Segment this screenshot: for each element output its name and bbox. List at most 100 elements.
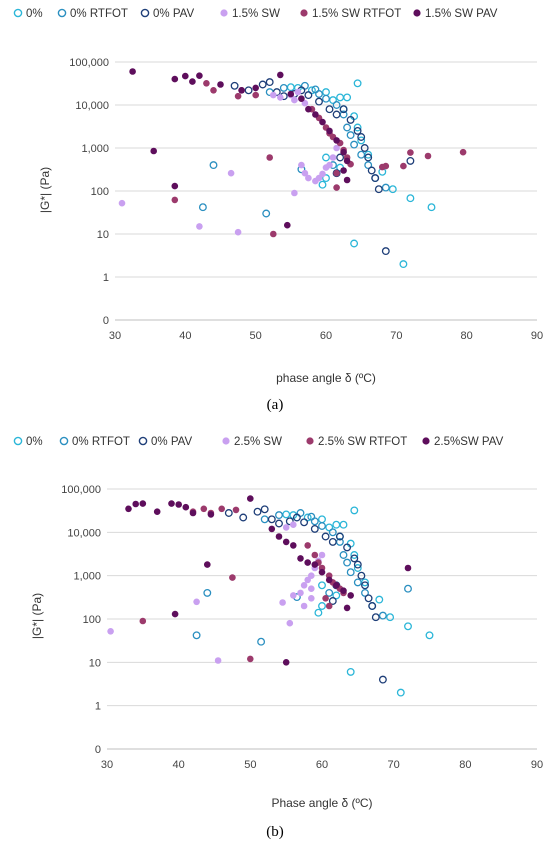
x-tick-label: 80 bbox=[461, 330, 473, 342]
data-point bbox=[279, 599, 286, 606]
data-point bbox=[322, 153, 330, 162]
data-point bbox=[257, 637, 266, 646]
data-point bbox=[171, 75, 179, 83]
data-point bbox=[308, 595, 315, 602]
legend-label: 1.5% SW RTFOT bbox=[312, 8, 401, 20]
data-point bbox=[297, 589, 304, 597]
data-point bbox=[322, 595, 329, 602]
data-point bbox=[343, 157, 351, 165]
data-point bbox=[290, 542, 297, 549]
data-point bbox=[312, 111, 319, 118]
data-point bbox=[427, 203, 436, 212]
data-point bbox=[340, 587, 347, 594]
data-point bbox=[326, 161, 333, 169]
data-point bbox=[325, 576, 333, 584]
x-tick-label: 40 bbox=[179, 330, 191, 342]
data-point bbox=[300, 602, 308, 610]
data-point bbox=[218, 505, 225, 513]
data-point bbox=[353, 560, 362, 569]
data-point bbox=[322, 174, 330, 183]
data-point bbox=[318, 551, 326, 559]
data-point bbox=[298, 161, 305, 169]
y-tick-label: 10,000 bbox=[67, 527, 101, 539]
y-tick-label: 10 bbox=[97, 229, 109, 241]
y-tick-label: 1 bbox=[95, 701, 101, 713]
panel-label-a: (a) bbox=[266, 397, 284, 413]
data-point bbox=[308, 572, 315, 579]
y-tick-label: 1,000 bbox=[81, 143, 109, 155]
data-point bbox=[346, 667, 355, 676]
data-point bbox=[232, 506, 240, 514]
data-point bbox=[291, 96, 298, 104]
data-point bbox=[239, 513, 248, 522]
data-point bbox=[318, 180, 327, 189]
data-point bbox=[230, 81, 239, 90]
x-tick-label: 80 bbox=[459, 759, 471, 771]
data-point bbox=[139, 500, 147, 507]
x-axis-title: Phase angle δ (ºC) bbox=[271, 796, 372, 810]
data-point bbox=[353, 79, 362, 88]
legend-marker bbox=[59, 436, 69, 446]
data-point bbox=[200, 505, 208, 513]
data-point bbox=[350, 239, 359, 248]
data-point bbox=[310, 524, 319, 533]
data-point bbox=[297, 555, 304, 562]
data-point bbox=[357, 133, 366, 141]
data-point bbox=[171, 196, 179, 204]
data-point bbox=[371, 174, 380, 183]
x-tick-label: 90 bbox=[531, 330, 543, 342]
data-point bbox=[340, 148, 347, 156]
y-tick-label: 10 bbox=[89, 657, 101, 669]
data-point bbox=[343, 543, 352, 552]
data-point bbox=[268, 525, 276, 533]
y-tick-label: 100,000 bbox=[69, 57, 109, 69]
x-tick-label: 60 bbox=[316, 759, 328, 771]
data-point bbox=[319, 118, 326, 126]
legend-label: 0% PAV bbox=[151, 436, 192, 448]
data-point bbox=[214, 657, 222, 664]
data-point bbox=[335, 532, 344, 541]
data-point bbox=[333, 144, 340, 152]
data-point bbox=[282, 524, 290, 531]
data-point bbox=[322, 94, 330, 103]
data-point bbox=[262, 209, 271, 218]
data-point bbox=[287, 90, 295, 98]
data-point bbox=[339, 105, 348, 114]
data-point bbox=[310, 517, 319, 526]
data-point bbox=[406, 194, 415, 203]
data-point bbox=[247, 655, 254, 663]
legend-marker bbox=[220, 9, 228, 17]
data-point bbox=[325, 588, 334, 597]
legend-label: 1.5% SW PAV bbox=[425, 8, 498, 20]
data-point bbox=[378, 675, 387, 684]
y-axis-title: |G*| (Pa) bbox=[38, 167, 52, 213]
data-point bbox=[332, 520, 341, 529]
legend-marker bbox=[422, 437, 430, 445]
data-point bbox=[378, 611, 387, 620]
data-point bbox=[234, 228, 242, 236]
data-point bbox=[361, 588, 369, 597]
data-point bbox=[238, 87, 245, 94]
data-point bbox=[304, 91, 313, 100]
data-point bbox=[300, 81, 309, 90]
data-point bbox=[353, 564, 362, 572]
data-point bbox=[328, 597, 337, 605]
data-point bbox=[189, 509, 197, 517]
x-tick-label: 50 bbox=[250, 330, 262, 342]
data-point bbox=[301, 99, 309, 107]
data-point bbox=[343, 123, 352, 132]
data-point bbox=[171, 610, 179, 618]
data-point bbox=[424, 152, 432, 160]
legend-label: 2.5%SW PAV bbox=[434, 436, 504, 448]
data-point bbox=[388, 185, 397, 194]
x-axis-title: phase angle δ (ºC) bbox=[276, 371, 376, 385]
data-point bbox=[350, 554, 359, 563]
data-point bbox=[340, 167, 347, 174]
x-tick-label: 70 bbox=[390, 330, 402, 342]
data-point bbox=[368, 602, 377, 610]
data-point bbox=[292, 513, 301, 522]
data-point bbox=[277, 94, 284, 101]
legend-label: 0% bbox=[26, 436, 43, 448]
data-point bbox=[326, 127, 333, 135]
legend-marker bbox=[13, 436, 23, 446]
